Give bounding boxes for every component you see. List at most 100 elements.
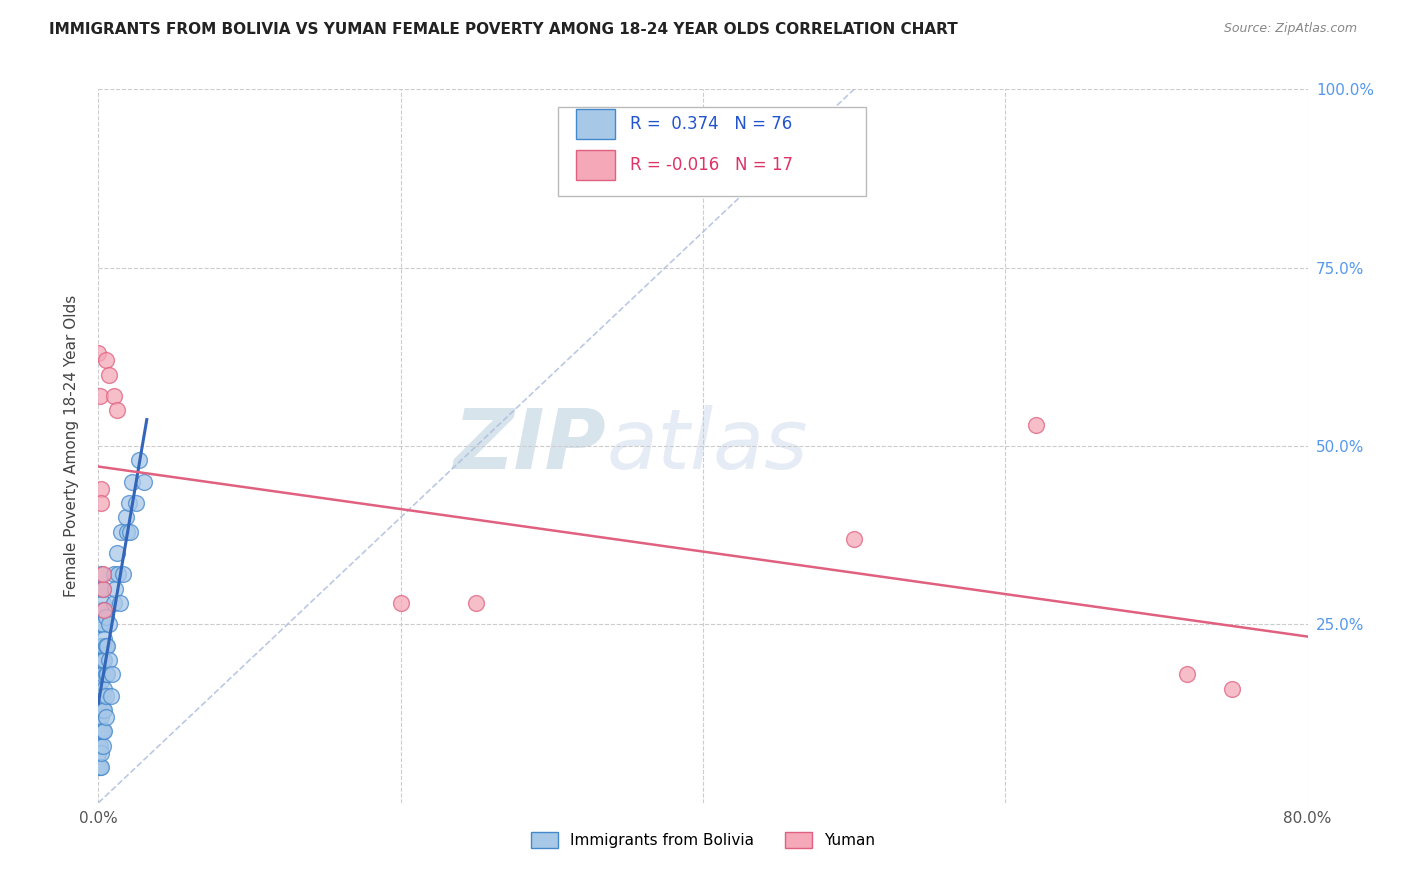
Point: [89, 689, 111, 703]
Point: [90, 496, 112, 510]
Point: [105, 403, 128, 417]
Point: [91, 639, 114, 653]
Point: [120, 524, 142, 539]
Text: R =  0.374   N = 76: R = 0.374 N = 76: [630, 115, 793, 133]
Point: [90, 689, 112, 703]
Point: [89, 389, 111, 403]
Legend: Immigrants from Bolivia, Yuman: Immigrants from Bolivia, Yuman: [523, 824, 883, 855]
Point: [87, 717, 110, 731]
Point: [105, 546, 128, 560]
Point: [94, 610, 117, 624]
Point: [87, 703, 110, 717]
Point: [96, 639, 118, 653]
Point: [844, 532, 866, 546]
Point: [96, 667, 118, 681]
Point: [89, 639, 111, 653]
Point: [1220, 681, 1243, 696]
Point: [91, 582, 114, 596]
Point: [121, 475, 143, 489]
Point: [87, 346, 110, 360]
Text: Source: ZipAtlas.com: Source: ZipAtlas.com: [1223, 22, 1357, 36]
Point: [91, 617, 114, 632]
Point: [98, 653, 121, 667]
Point: [90, 760, 112, 774]
Point: [1024, 417, 1046, 432]
Point: [114, 510, 136, 524]
Point: [100, 689, 122, 703]
Point: [87, 696, 110, 710]
Point: [118, 496, 141, 510]
Point: [111, 567, 134, 582]
Point: [103, 389, 125, 403]
Point: [89, 667, 111, 681]
Point: [91, 739, 114, 753]
Point: [91, 653, 114, 667]
FancyBboxPatch shape: [576, 150, 614, 180]
Point: [89, 760, 111, 774]
Point: [90, 746, 112, 760]
FancyBboxPatch shape: [576, 109, 614, 139]
Point: [132, 475, 155, 489]
Point: [90, 724, 112, 739]
Point: [465, 596, 488, 610]
Point: [87, 689, 110, 703]
Point: [101, 667, 124, 681]
Point: [91, 689, 114, 703]
Point: [91, 667, 114, 681]
Point: [1175, 667, 1198, 681]
Point: [110, 524, 132, 539]
Point: [93, 653, 115, 667]
Point: [94, 353, 117, 368]
Point: [93, 603, 115, 617]
Y-axis label: Female Poverty Among 18-24 Year Olds: Female Poverty Among 18-24 Year Olds: [65, 295, 79, 597]
Text: R = -0.016   N = 17: R = -0.016 N = 17: [630, 156, 793, 174]
Point: [89, 724, 111, 739]
Point: [87, 674, 110, 689]
Point: [90, 603, 112, 617]
Point: [89, 653, 111, 667]
Point: [128, 453, 150, 467]
Point: [103, 567, 125, 582]
Point: [90, 639, 112, 653]
Point: [91, 596, 114, 610]
Point: [91, 582, 114, 596]
Point: [87, 667, 110, 681]
Point: [90, 582, 112, 596]
Point: [87, 746, 110, 760]
Point: [115, 524, 138, 539]
Point: [91, 567, 114, 582]
Point: [89, 617, 111, 632]
Point: [93, 681, 115, 696]
Point: [93, 632, 115, 646]
Point: [90, 617, 112, 632]
FancyBboxPatch shape: [558, 107, 866, 196]
Point: [94, 667, 117, 681]
Point: [93, 724, 115, 739]
Point: [94, 710, 117, 724]
Point: [87, 681, 110, 696]
Point: [108, 596, 131, 610]
Point: [125, 496, 148, 510]
Point: [89, 739, 111, 753]
Point: [98, 617, 121, 632]
Point: [389, 596, 412, 610]
Point: [94, 689, 117, 703]
Point: [91, 703, 114, 717]
Point: [98, 368, 121, 382]
Point: [103, 596, 125, 610]
Point: [91, 724, 114, 739]
Point: [90, 710, 112, 724]
Text: ZIP: ZIP: [454, 406, 606, 486]
Point: [90, 567, 112, 582]
Point: [90, 653, 112, 667]
Point: [107, 567, 129, 582]
Point: [94, 639, 117, 653]
Point: [90, 674, 112, 689]
Text: IMMIGRANTS FROM BOLIVIA VS YUMAN FEMALE POVERTY AMONG 18-24 YEAR OLDS CORRELATIO: IMMIGRANTS FROM BOLIVIA VS YUMAN FEMALE …: [49, 22, 957, 37]
Point: [89, 703, 111, 717]
Point: [87, 760, 110, 774]
Point: [87, 710, 110, 724]
Point: [90, 482, 112, 496]
Text: atlas: atlas: [606, 406, 808, 486]
Point: [104, 582, 127, 596]
